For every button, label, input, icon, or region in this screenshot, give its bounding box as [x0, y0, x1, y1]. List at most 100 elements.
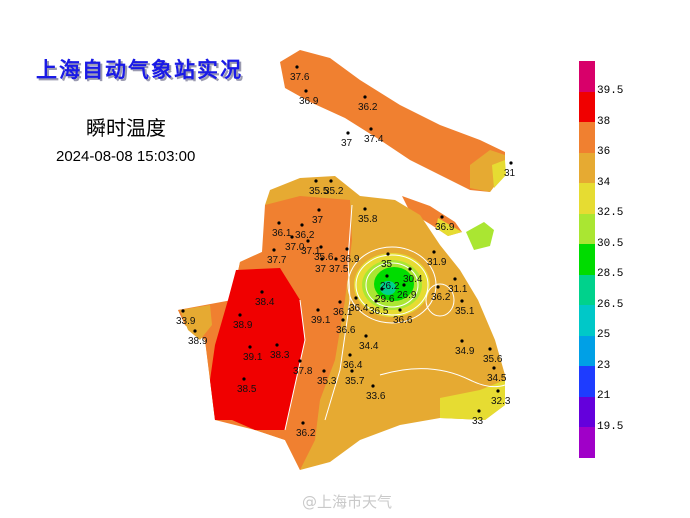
station-marker	[316, 308, 320, 312]
station-temperature: 32.3	[491, 396, 511, 407]
station-marker	[380, 287, 384, 291]
legend-swatch	[579, 91, 595, 122]
station-temperature: 36.2	[295, 230, 315, 241]
station-temperature: 36.2	[296, 428, 316, 439]
station-temperature: 37.7	[267, 255, 287, 266]
station-marker	[345, 247, 349, 251]
station-marker	[320, 257, 324, 261]
station-temperature: 35.1	[455, 306, 475, 317]
legend-label: 39.5	[597, 85, 624, 97]
station-temperature: 36.2	[431, 292, 451, 303]
station-marker	[346, 131, 350, 135]
station-marker	[317, 208, 321, 212]
legend-swatch	[579, 335, 595, 366]
station-marker	[277, 221, 281, 225]
legend-swatch	[579, 152, 595, 183]
legend-label: 32.5	[597, 207, 624, 219]
station-temperature: 31.9	[427, 257, 447, 268]
station-temperature: 35.3	[317, 376, 337, 387]
station-marker	[334, 257, 338, 261]
station-marker	[386, 252, 390, 256]
station-marker	[432, 250, 436, 254]
station-marker	[453, 277, 457, 281]
station-temperature: 35.2	[324, 186, 344, 197]
legend-label: 34	[597, 176, 611, 189]
station-marker	[371, 384, 375, 388]
legend-swatch	[579, 122, 595, 153]
station-temperature: 33.6	[366, 391, 386, 402]
station-marker	[290, 235, 294, 239]
legend-swatch	[579, 427, 595, 458]
station-temperature: 37.1	[301, 246, 321, 257]
station-marker	[364, 334, 368, 338]
chongming-island	[280, 50, 506, 192]
station-temperature: 37.0	[285, 242, 305, 253]
station-marker	[272, 248, 276, 252]
station-temperature: 38.9	[233, 320, 253, 331]
station-temperature: 35.5	[309, 186, 329, 197]
station-temperature: 33.9	[176, 316, 196, 327]
station-marker	[181, 309, 185, 313]
station-temperature: 37	[312, 215, 324, 226]
legend-label: 23	[597, 359, 611, 372]
station-temperature: 37.6	[290, 72, 310, 83]
legend-swatch	[579, 183, 595, 214]
station-marker	[275, 343, 279, 347]
station-marker	[341, 318, 345, 322]
station-temperature: 34.9	[455, 346, 475, 357]
legend-label: 30.5	[597, 237, 624, 250]
station-marker	[496, 389, 500, 393]
station-temperature: 38.3	[270, 350, 290, 361]
station-marker	[298, 359, 302, 363]
map-title: 上海自动气象站实况	[36, 58, 243, 82]
station-marker	[363, 207, 367, 211]
legend-label: 26.5	[597, 298, 624, 311]
station-temperature: 26.2	[380, 281, 400, 292]
station-marker	[300, 223, 304, 227]
legend-label: 25	[597, 329, 611, 341]
mainland	[178, 176, 506, 470]
station-temperature: 39.1	[311, 315, 331, 326]
station-marker	[306, 239, 310, 243]
station-marker	[348, 353, 352, 357]
station-marker	[248, 345, 252, 349]
station-temperature: 36.5	[369, 306, 389, 317]
station-marker	[369, 127, 373, 131]
legend-label: 19.5	[597, 420, 624, 433]
station-temperature: 38.5	[237, 384, 257, 395]
station-temperature: 36.4	[343, 360, 363, 371]
station-temperature: 35.6	[314, 252, 334, 263]
station-temperature: 36.6	[336, 325, 356, 336]
station-marker	[385, 274, 389, 278]
station-temperature: 34.5	[487, 373, 507, 384]
station-marker	[304, 89, 308, 93]
station-marker	[460, 299, 464, 303]
station-temperature: 37	[341, 138, 353, 149]
changxing-island	[402, 196, 494, 250]
station-temperature: 30.4	[403, 274, 423, 285]
station-temperature: 35.7	[345, 376, 365, 387]
station-temperature: 37.8	[293, 366, 313, 377]
station-temperature: 36.9	[340, 254, 360, 265]
station-marker	[260, 290, 264, 294]
station-marker	[314, 179, 318, 183]
station-marker	[440, 215, 444, 219]
station-marker	[488, 347, 492, 351]
station-temperature: 26.9	[397, 290, 417, 301]
legend-label: 38	[597, 115, 611, 128]
station-marker	[398, 308, 402, 312]
legend-label: 36	[597, 146, 611, 158]
station-marker	[295, 65, 299, 69]
station-marker	[354, 296, 358, 300]
color-legend: 39.5 38 36 34 32.5 30.5 28.5 26.5 25 23 21 19.5	[579, 61, 623, 458]
station-marker	[436, 285, 440, 289]
station-temperature: 38.9	[188, 336, 208, 347]
legend-swatch	[579, 396, 595, 427]
station-marker	[350, 369, 354, 373]
station-marker	[408, 267, 412, 271]
legend-swatch	[579, 274, 595, 305]
station-marker	[492, 366, 496, 370]
